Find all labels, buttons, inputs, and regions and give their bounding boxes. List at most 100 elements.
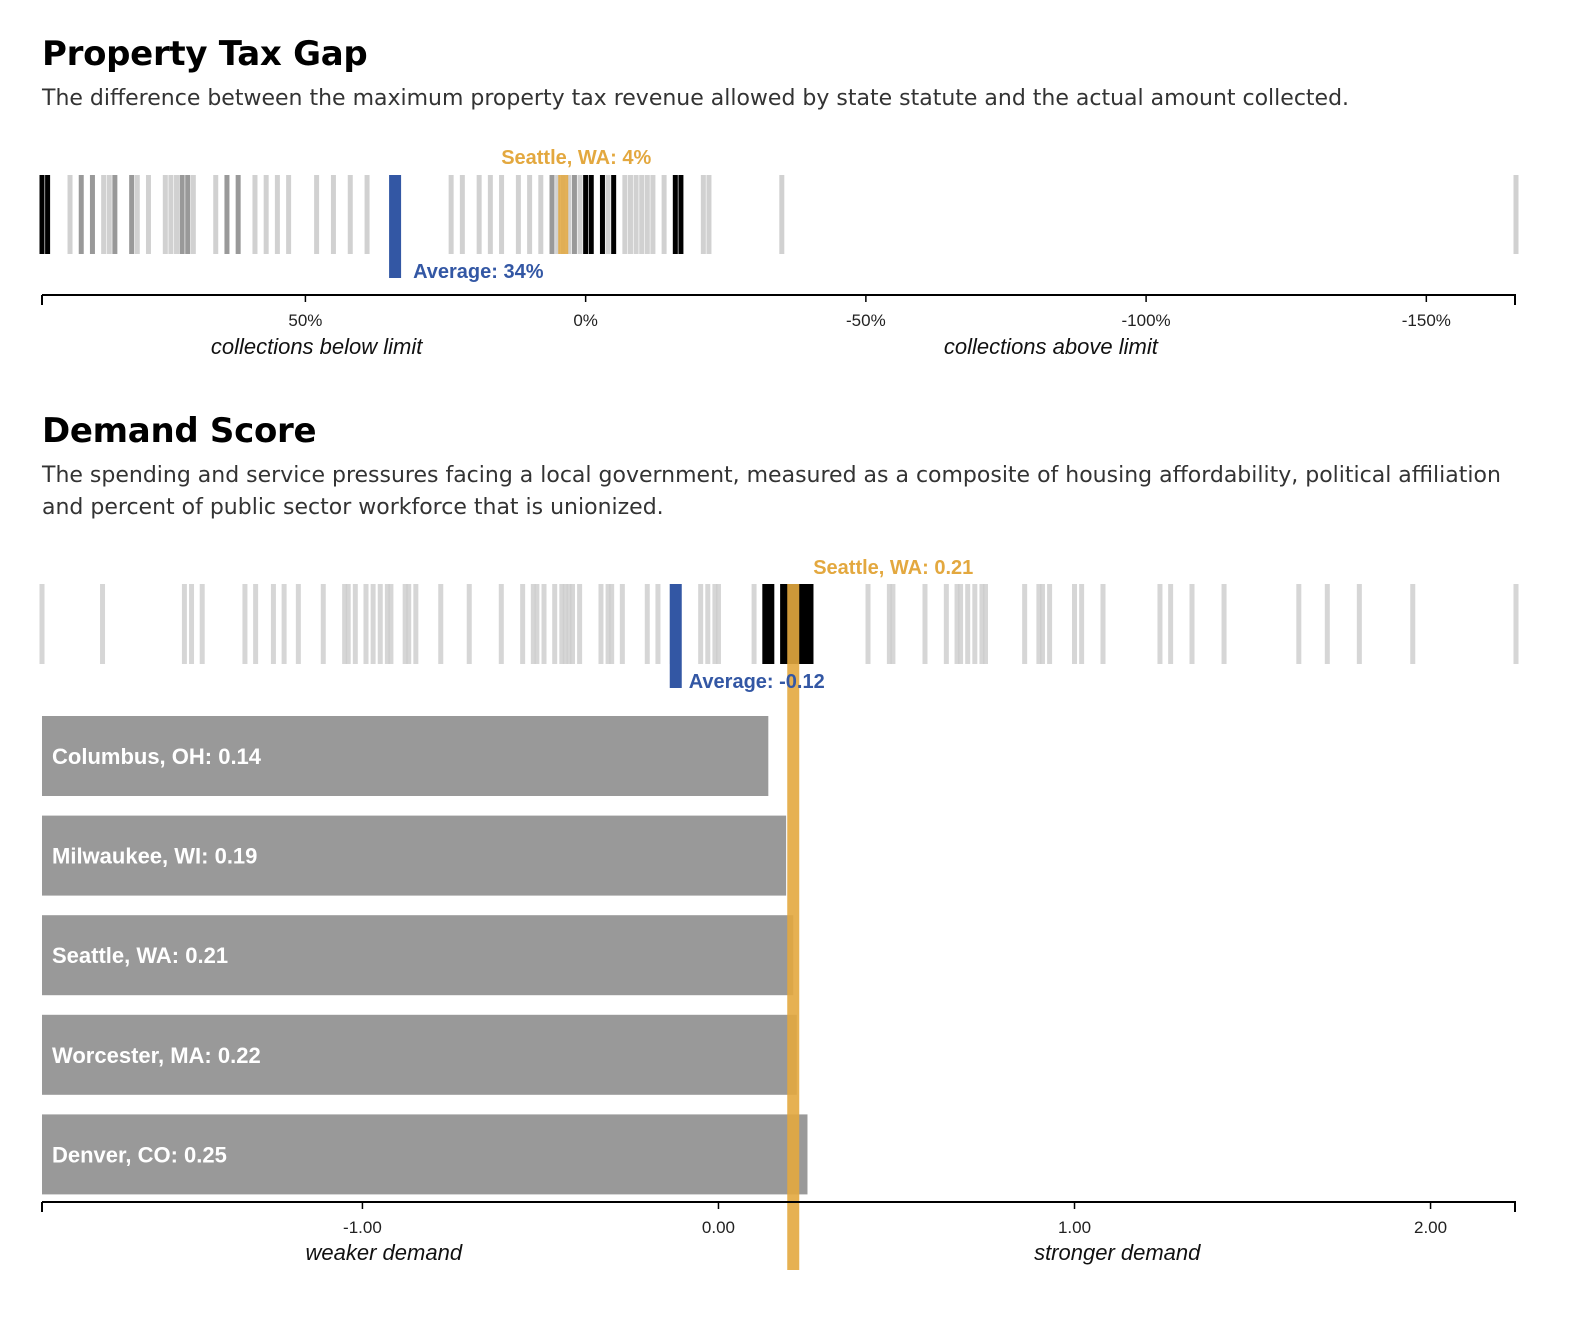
strip-tick: [281, 584, 287, 664]
strip-tick: [555, 175, 561, 254]
strip-tick-highlight-group: [762, 584, 775, 664]
strip-tick: [498, 584, 504, 664]
strip-tick: [466, 584, 472, 664]
strip-tick: [101, 175, 107, 254]
strip-tick: [715, 584, 721, 664]
strip-tick: [598, 584, 604, 664]
strip-tick: [402, 584, 408, 664]
strip-tick: [1047, 584, 1053, 664]
strip-tick: [179, 175, 185, 254]
strip-tick: [320, 584, 326, 664]
strip-tick: [644, 584, 650, 664]
bar: [42, 815, 787, 896]
strip-tick: [577, 584, 583, 664]
strip-tick: [698, 584, 704, 664]
strip-tick: [286, 175, 292, 254]
highlight-label: Seattle, WA: 4%: [501, 147, 651, 169]
axis-annotation: stronger demand: [1034, 1240, 1201, 1265]
bar: [42, 716, 769, 796]
strip-tick: [650, 175, 656, 254]
strip-tick: [364, 175, 370, 254]
strip-tick: [787, 584, 793, 664]
strip-tick: [487, 175, 493, 254]
strip-tick: [67, 175, 73, 254]
strip-tick: [865, 584, 871, 664]
strip-tick: [1356, 584, 1362, 664]
strip-tick: [377, 584, 383, 664]
strip-tick: [527, 175, 533, 254]
strip-tick: [751, 584, 757, 664]
strip-tick: [1039, 584, 1045, 664]
strip-tick: [790, 584, 796, 664]
strip-tick: [566, 175, 572, 254]
strip-tick-highlight-group: [790, 584, 803, 664]
strip-tick: [609, 584, 615, 664]
strip-tick: [655, 584, 661, 664]
strip-tick: [1189, 584, 1195, 664]
x-tick-label: 0%: [573, 311, 598, 330]
strip-tick: [622, 175, 628, 254]
x-tick-label: -1.00: [343, 1218, 382, 1237]
x-tick-label: -100%: [1122, 311, 1171, 330]
bar: [42, 1114, 808, 1195]
strip-tick: [627, 175, 633, 254]
strip-tick: [112, 175, 118, 254]
strip-tick: [605, 584, 611, 664]
bar-label: Milwaukee, WI: 0.19: [52, 844, 257, 869]
strip-tick: [384, 584, 390, 664]
axis-annotation: collections below limit: [211, 334, 423, 359]
strip-tick: [559, 584, 565, 664]
average-marker: [389, 175, 402, 278]
strip-tick: [588, 175, 594, 254]
strip-tick: [605, 175, 611, 254]
highlight-label: Seattle, WA: 0.21: [813, 557, 973, 579]
strip-tick: [213, 175, 219, 254]
strip-tick: [185, 175, 191, 254]
strip-tick: [965, 584, 971, 664]
average-label: Average: -0.12: [689, 671, 825, 693]
x-tick-label: 0.00: [702, 1218, 735, 1237]
strip-tick: [106, 175, 112, 254]
strip-tick: [1168, 584, 1174, 664]
strip-tick: [242, 584, 248, 664]
bar-label: Columbus, OH: 0.14: [52, 744, 262, 769]
strip-tick: [794, 584, 800, 664]
strip-tick: [199, 584, 205, 664]
strip-tick: [145, 175, 151, 254]
strip-tick: [438, 584, 444, 664]
strip-tick: [619, 584, 625, 664]
strip-tick: [39, 175, 45, 254]
strip-tick: [235, 175, 241, 254]
strip-tick: [541, 584, 547, 664]
strip-tick: [39, 584, 45, 664]
strip-tick: [448, 175, 454, 254]
tax-gap-title: Property Tax Gap: [42, 34, 368, 74]
bar-label: Worcester, MA: 0.22: [52, 1043, 261, 1068]
strip-tick: [1513, 584, 1519, 664]
strip-tick: [270, 584, 276, 664]
strip-tick: [499, 175, 505, 254]
strip-tick: [274, 175, 280, 254]
strip-tick: [672, 175, 678, 254]
strip-tick: [520, 584, 526, 664]
strip-tick: [1079, 584, 1085, 664]
strip-tick: [530, 584, 536, 664]
strip-tick: [705, 584, 711, 664]
axis-annotation: weaker demand: [306, 1240, 463, 1265]
x-tick-label: 50%: [288, 311, 322, 330]
strip-tick: [190, 175, 196, 254]
strip-tick: [1036, 584, 1042, 664]
strip-tick: [700, 175, 706, 254]
strip-tick: [1022, 584, 1028, 664]
strip-tick: [515, 175, 521, 254]
strip-tick: [345, 584, 351, 664]
tax-gap-chart: Average: 34% Seattle, WA: 4% 50% 0% -50% -100…: [39, 147, 1519, 359]
strip-tick: [972, 584, 978, 664]
strip-tick: [347, 175, 353, 254]
strip-tick: [1221, 584, 1227, 664]
strip-tick: [1296, 584, 1302, 664]
strip-tick: [644, 175, 650, 254]
strip-tick: [330, 175, 336, 254]
strip-tick: [549, 175, 555, 254]
strip-tick: [566, 584, 572, 664]
